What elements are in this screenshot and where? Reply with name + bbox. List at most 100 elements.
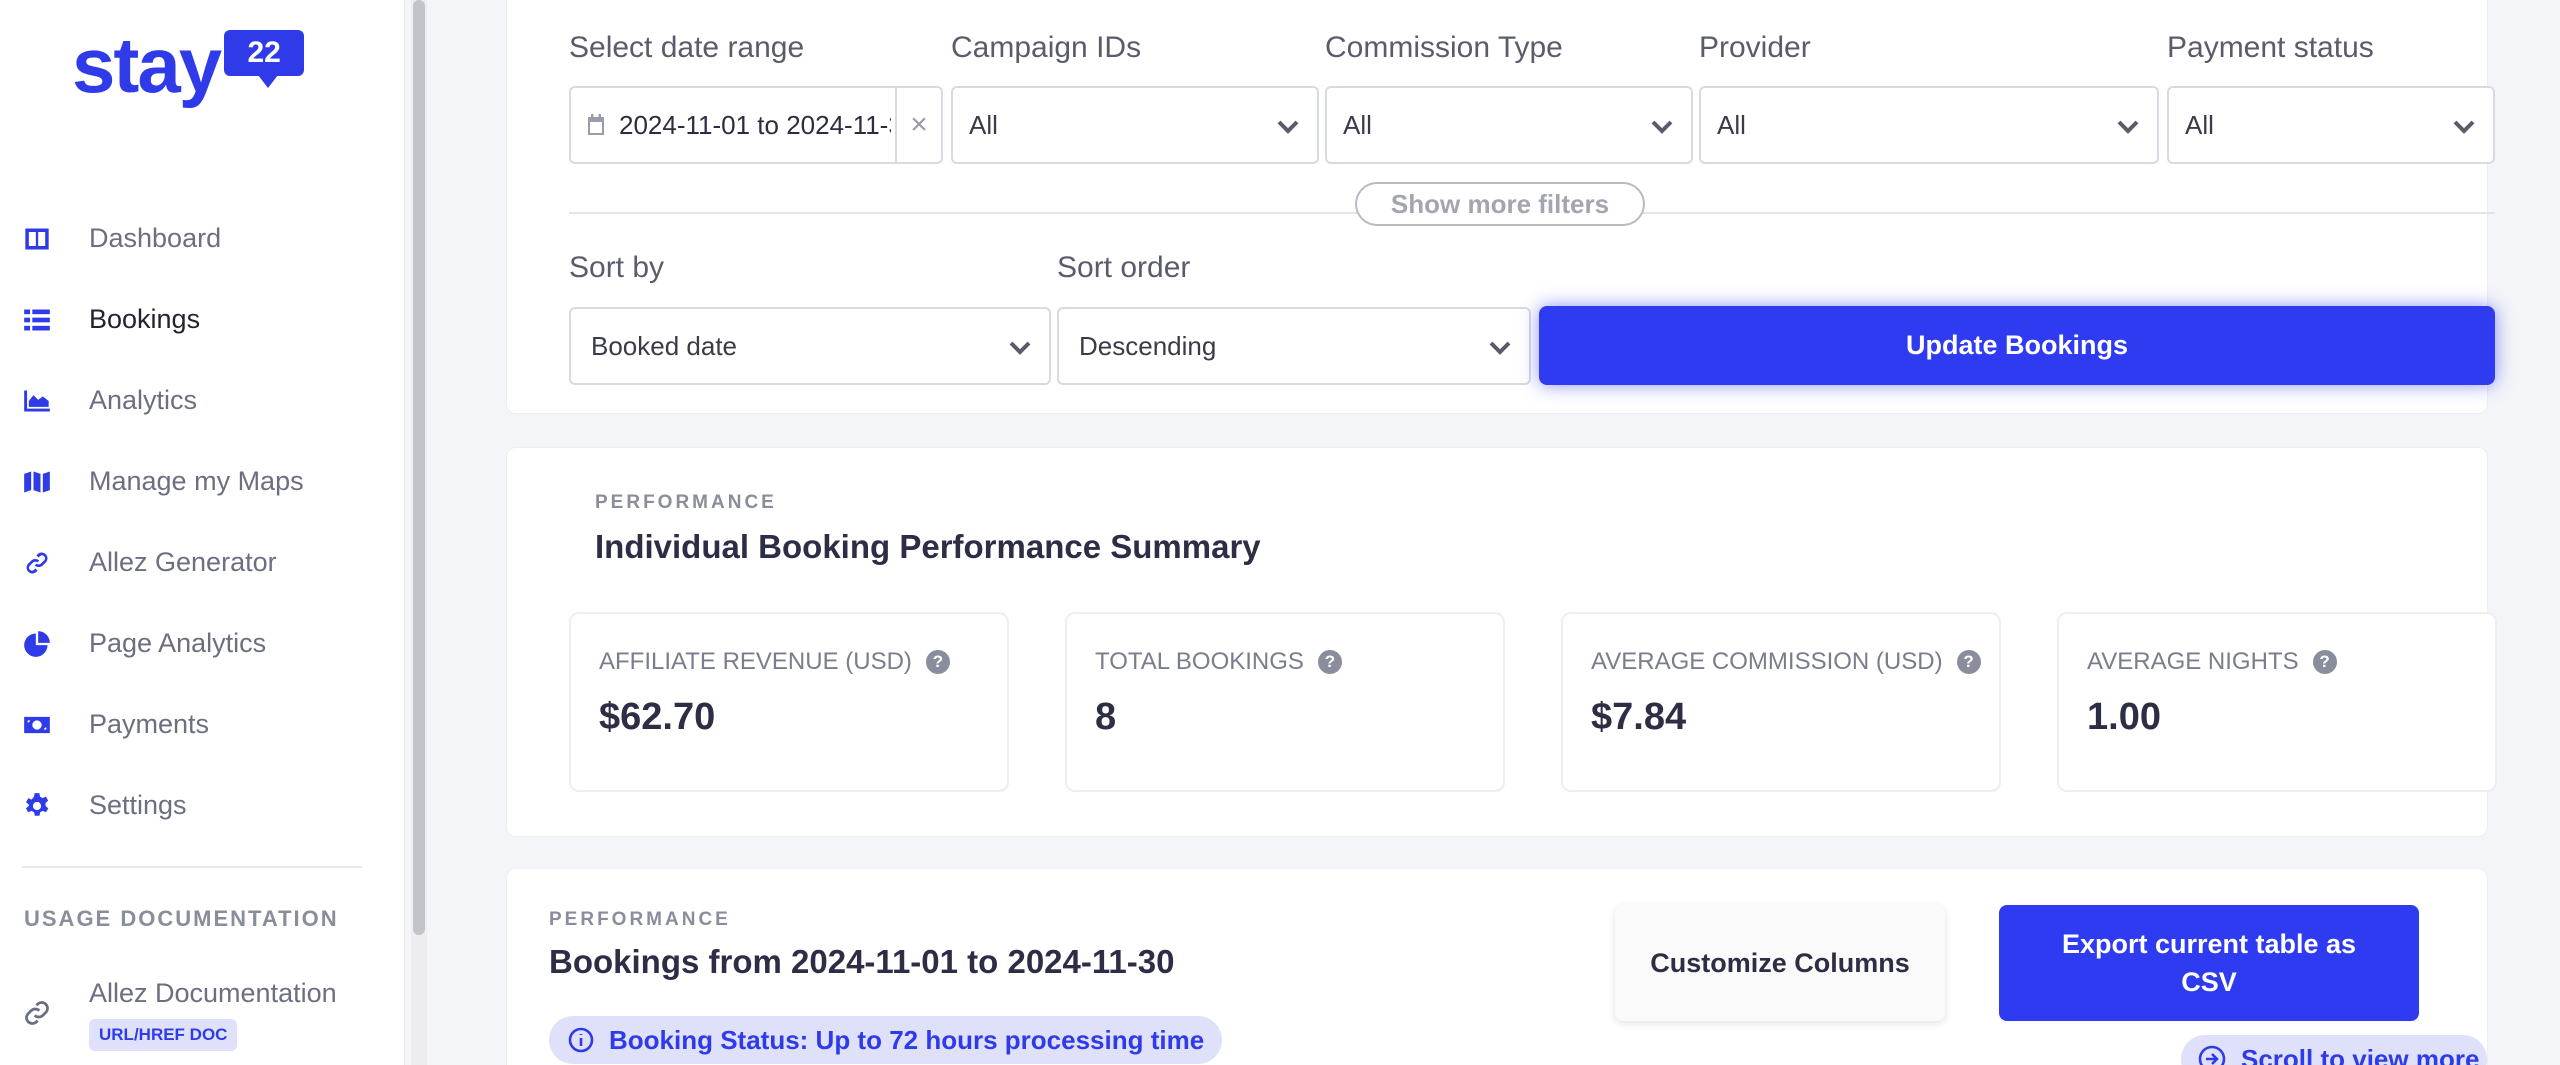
stat-label-text: TOTAL BOOKINGS	[1095, 648, 1304, 675]
money-icon	[22, 710, 52, 740]
stat-value: $62.70	[599, 696, 716, 738]
stat-average-nights: AVERAGE NIGHTS ? 1.00	[2057, 612, 2497, 792]
payment-status-label: Payment status	[2167, 31, 2374, 64]
help-icon[interactable]: ?	[925, 650, 950, 674]
sort-by-label: Sort by	[569, 251, 665, 284]
sidebar-item-label: Dashboard	[89, 223, 222, 253]
campaign-ids-select[interactable]: All	[951, 86, 1319, 164]
date-range-value: 2024-11-01 to 2024-11-30	[619, 109, 891, 140]
stat-value: 1.00	[2087, 696, 2161, 738]
stat-label-text: AVERAGE NIGHTS	[2087, 648, 2299, 675]
stat-label: AVERAGE NIGHTS ?	[2087, 648, 2337, 676]
link-icon	[22, 998, 52, 1028]
campaign-ids-label: Campaign IDs	[951, 31, 1142, 64]
sidebar-item-label: Manage my Maps	[89, 466, 304, 496]
commission-type-select[interactable]: All	[1325, 86, 1693, 164]
payment-status-select[interactable]: All	[2167, 86, 2495, 164]
sidebar: stay 22 Dashboard Bookings Analytics	[0, 0, 405, 1065]
help-icon[interactable]: ?	[1956, 650, 1981, 674]
sidebar-item-payments[interactable]: Payments	[0, 684, 405, 765]
sidebar-item-label: Analytics	[89, 385, 198, 415]
chevron-down-icon	[1273, 112, 1303, 142]
sidebar-item-label: Page Analytics	[89, 628, 267, 658]
sidebar-item-dashboard[interactable]: Dashboard	[0, 198, 405, 279]
logo-badge: 22	[224, 30, 305, 88]
sidebar-item-label: Payments	[89, 709, 210, 739]
stat-total-bookings: TOTAL BOOKINGS ? 8	[1065, 612, 1505, 792]
chevron-down-icon	[1647, 112, 1677, 142]
stat-label-text: AFFILIATE REVENUE (USD)	[599, 648, 912, 675]
scroll-to-view-more-button[interactable]: Scroll to view more	[2181, 1035, 2487, 1065]
sort-order-label: Sort order	[1057, 251, 1191, 284]
stat-label: AVERAGE COMMISSION (USD) ?	[1591, 648, 1981, 676]
help-icon[interactable]: ?	[1317, 650, 1342, 674]
sidebar-item-label: Allez Generator	[89, 547, 277, 577]
date-range-label: Select date range	[569, 31, 805, 64]
commission-type-label: Commission Type	[1325, 31, 1563, 64]
chevron-down-icon	[1005, 333, 1035, 363]
sidebar-item-bookings[interactable]: Bookings	[0, 279, 405, 360]
sidebar-item-label: Settings	[89, 790, 187, 820]
sidebar-item-label: Allez Documentation	[89, 978, 337, 1008]
stay22-logo[interactable]: stay 22	[72, 26, 305, 104]
performance-summary-card: PERFORMANCE Individual Booking Performan…	[506, 447, 2497, 837]
stat-affiliate-revenue: AFFILIATE REVENUE (USD) ? $62.70	[569, 612, 1009, 792]
bookings-title: Bookings from 2024-11-01 to 2024-11-30	[549, 943, 1175, 980]
booking-status-text: Booking Status: Up to 72 hours processin…	[609, 1024, 1205, 1055]
area-chart-icon	[22, 386, 52, 416]
usage-docs-heading: USAGE DOCUMENTATION	[24, 906, 339, 931]
sidebar-divider	[22, 866, 362, 868]
chevron-down-icon	[1485, 333, 1515, 363]
provider-select[interactable]: All	[1699, 86, 2159, 164]
customize-columns-button[interactable]: Customize Columns	[1615, 905, 1945, 1021]
pie-chart-icon	[22, 629, 52, 659]
export-csv-button[interactable]: Export current table as CSV	[1999, 905, 2419, 1021]
link-icon	[22, 548, 52, 578]
help-icon[interactable]: ?	[2312, 650, 2337, 674]
map-icon	[22, 467, 52, 497]
filters-card: Select date range 2024-11-01 to 2024-11-…	[506, 0, 2495, 414]
sort-by-select[interactable]: Booked date	[569, 307, 1051, 385]
stat-label: AFFILIATE REVENUE (USD) ?	[599, 648, 950, 676]
columns-icon	[22, 224, 52, 254]
commission-type-value: All	[1343, 109, 1372, 140]
scroll-hint-text: Scroll to view more	[2241, 1043, 2480, 1065]
sidebar-scrollbar-thumb[interactable]	[413, 0, 425, 935]
list-icon	[22, 305, 52, 335]
sort-order-value: Descending	[1079, 330, 1217, 361]
bookings-card: PERFORMANCE Bookings from 2024-11-01 to …	[506, 868, 2488, 1065]
sidebar-nav: Dashboard Bookings Analytics Manage my M…	[0, 198, 405, 846]
sort-by-value: Booked date	[591, 330, 738, 361]
doc-texts: Allez Documentation URL/HREF DOC	[89, 978, 337, 1051]
main-content: Select date range 2024-11-01 to 2024-11-…	[434, 0, 2560, 1065]
sidebar-item-label: Bookings	[89, 304, 201, 334]
provider-value: All	[1717, 109, 1746, 140]
stat-average-commission: AVERAGE COMMISSION (USD) ? $7.84	[1561, 612, 2001, 792]
url-href-doc-badge: URL/HREF DOC	[89, 1019, 238, 1051]
stat-value: $7.84	[1591, 696, 1687, 738]
sidebar-item-maps[interactable]: Manage my Maps	[0, 441, 405, 522]
sidebar-item-page-analytics[interactable]: Page Analytics	[0, 603, 405, 684]
clear-date-icon[interactable]: ×	[895, 88, 941, 162]
campaign-ids-value: All	[969, 109, 998, 140]
sort-order-select[interactable]: Descending	[1057, 307, 1531, 385]
update-bookings-button[interactable]: Update Bookings	[1539, 306, 2495, 385]
chevron-down-icon	[2449, 112, 2479, 142]
stat-label-text: AVERAGE COMMISSION (USD)	[1591, 648, 1943, 675]
gear-icon	[22, 791, 52, 821]
info-icon	[568, 1027, 594, 1053]
chevron-down-icon	[2113, 112, 2143, 142]
provider-label: Provider	[1699, 31, 1811, 64]
sidebar-item-allez-generator[interactable]: Allez Generator	[0, 522, 405, 603]
date-range-input[interactable]: 2024-11-01 to 2024-11-30 ×	[569, 86, 943, 164]
performance-summary-title: Individual Booking Performance Summary	[595, 528, 1261, 565]
sidebar-item-settings[interactable]: Settings	[0, 765, 405, 846]
booking-status-note: Booking Status: Up to 72 hours processin…	[549, 1016, 1223, 1064]
sidebar-item-analytics[interactable]: Analytics	[0, 360, 405, 441]
arrow-circle-right-icon	[2198, 1045, 2226, 1065]
show-more-filters-button[interactable]: Show more filters	[1355, 182, 1645, 226]
payment-status-value: All	[2185, 109, 2214, 140]
performance-eyebrow: PERFORMANCE	[595, 492, 777, 513]
sidebar-item-allez-documentation[interactable]: Allez Documentation URL/HREF DOC	[22, 978, 337, 1051]
